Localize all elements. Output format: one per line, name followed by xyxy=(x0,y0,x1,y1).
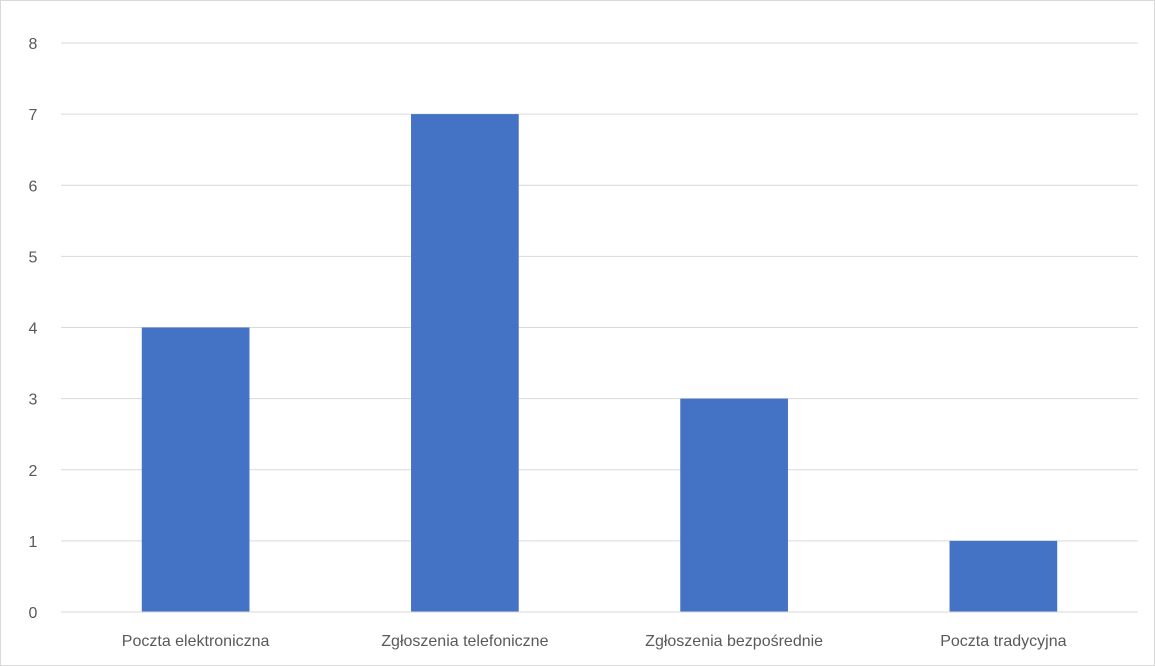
bar xyxy=(949,540,1058,612)
y-tick-label: 0 xyxy=(29,605,38,622)
y-tick-label: 5 xyxy=(29,249,38,266)
bar xyxy=(411,114,519,612)
y-tick-label: 8 xyxy=(29,36,38,53)
bar xyxy=(141,327,250,612)
y-tick-label: 6 xyxy=(29,178,38,195)
x-tick-label: Poczta tradycyjna xyxy=(940,633,1066,650)
y-tick-label: 7 xyxy=(29,107,38,124)
y-tick-label: 3 xyxy=(29,392,38,409)
x-tick-label: Zgłoszenia bezpośrednie xyxy=(645,633,823,650)
y-tick-label: 4 xyxy=(29,321,38,338)
y-tick-label: 2 xyxy=(29,463,38,480)
x-tick-label: Zgłoszenia telefoniczne xyxy=(381,633,548,650)
x-axis-tick-labels: Poczta elektroniczna Zgłoszenia telefonic… xyxy=(122,633,1067,650)
y-tick-label: 1 xyxy=(29,534,38,551)
bars xyxy=(141,114,1058,612)
bar xyxy=(680,398,788,612)
x-tick-label: Poczta elektroniczna xyxy=(122,633,270,650)
y-axis-tick-labels: 0 1 2 3 4 5 6 7 8 xyxy=(29,36,38,622)
